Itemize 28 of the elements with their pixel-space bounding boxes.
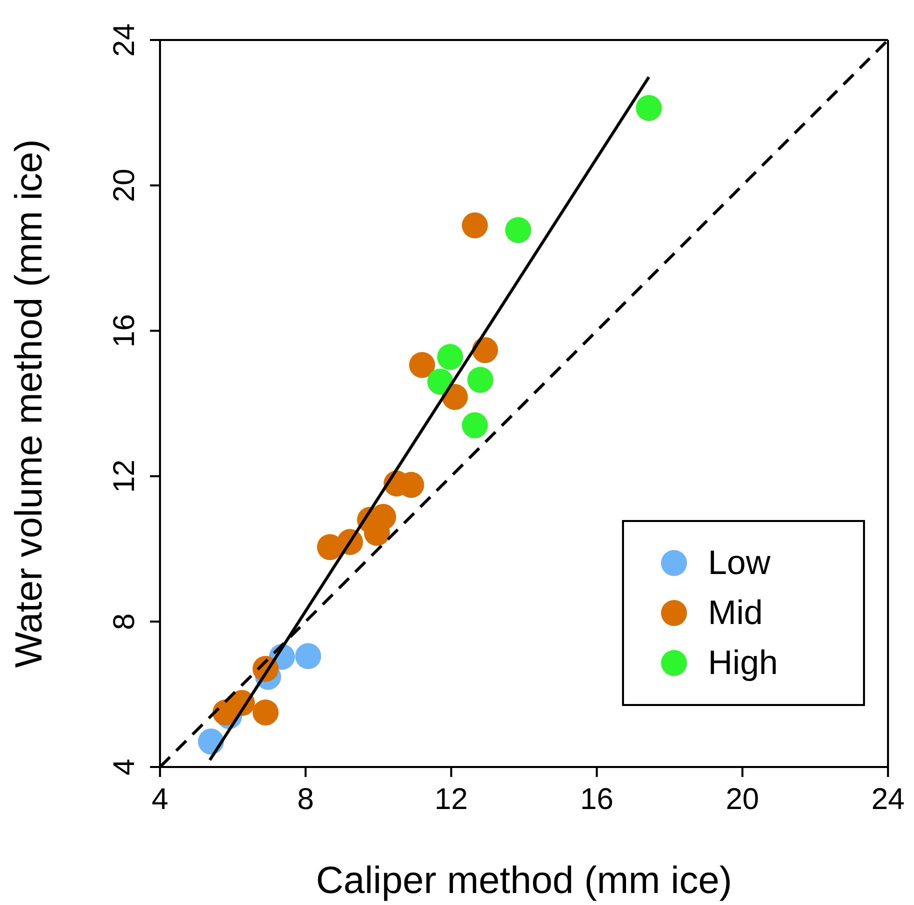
point	[636, 94, 662, 121]
point	[462, 412, 488, 438]
x-tick-label: 20	[726, 783, 760, 816]
y-tick-label: 8	[108, 613, 141, 630]
legend-label: High	[708, 643, 778, 684]
point	[427, 368, 454, 395]
y-tick-label: 16	[108, 314, 141, 348]
x-tick-label: 16	[580, 783, 614, 816]
point	[409, 352, 436, 378]
y-tick-label: 20	[108, 168, 141, 202]
point	[462, 212, 488, 238]
y-tick-label: 12	[108, 460, 141, 493]
x-axis-title: Caliper method (mm ice)	[316, 860, 732, 902]
x-tick-label: 4	[152, 783, 168, 816]
point	[472, 337, 498, 364]
point	[437, 344, 464, 370]
y-axis-title: Water volume method (mm ice)	[8, 139, 50, 668]
x-tick-label: 24	[871, 783, 905, 816]
point	[467, 366, 494, 393]
x-tick-label: 8	[297, 783, 314, 816]
legend-label: Low	[708, 543, 770, 584]
y-tick-label: 4	[108, 758, 141, 776]
point	[505, 217, 532, 244]
point	[252, 699, 279, 726]
point	[295, 643, 322, 670]
legend-label: Mid	[708, 593, 763, 634]
y-tick-label: 24	[108, 23, 141, 57]
x-tick-label: 12	[434, 783, 468, 816]
